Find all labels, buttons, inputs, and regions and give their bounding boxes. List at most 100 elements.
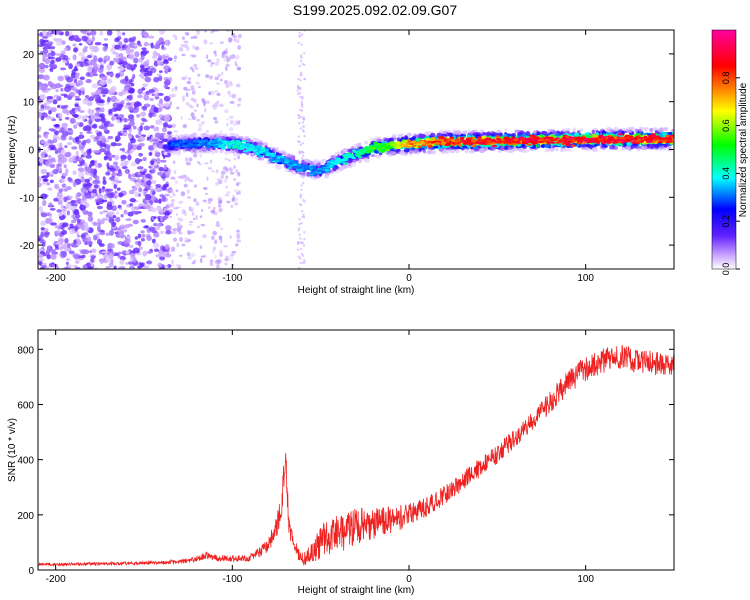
- noise-mark: [120, 162, 126, 167]
- noise-mark: [68, 250, 75, 255]
- noise-mark: [132, 107, 139, 114]
- ridge-mark: [652, 127, 658, 131]
- noise-mark: [149, 200, 154, 206]
- noise-mark: [191, 90, 196, 95]
- noise-mark: [52, 134, 56, 140]
- noise-mark: [71, 69, 76, 76]
- ridge-mark: [659, 132, 663, 138]
- noise-mark: [84, 95, 90, 98]
- noise-mark: [43, 113, 49, 118]
- ridge-core-mark: [491, 145, 498, 148]
- noise-mark: [297, 266, 301, 269]
- noise-mark: [89, 30, 97, 36]
- noise-mark: [201, 98, 206, 103]
- ridge-mark: [448, 132, 454, 138]
- noise-mark: [115, 72, 121, 78]
- noise-mark: [156, 157, 161, 165]
- noise-mark: [219, 103, 224, 107]
- noise-mark: [76, 218, 82, 223]
- ridge-mark: [219, 148, 224, 154]
- ridge-mark: [460, 134, 464, 137]
- noise-mark: [44, 64, 49, 69]
- noise-mark: [119, 148, 125, 151]
- noise-mark: [225, 83, 230, 89]
- noise-mark: [139, 262, 144, 268]
- noise-mark: [109, 60, 115, 66]
- noise-mark: [191, 116, 197, 121]
- ridge-mark: [288, 169, 294, 173]
- noise-mark: [178, 232, 183, 235]
- ridge-mark: [464, 148, 469, 154]
- noise-mark: [300, 252, 304, 256]
- ridge-core-mark: [320, 164, 326, 168]
- ridge-mark: [662, 147, 666, 151]
- noise-mark: [185, 92, 189, 98]
- noise-mark: [302, 154, 305, 157]
- noise-mark: [41, 85, 48, 92]
- ridge-mark: [496, 132, 503, 137]
- ridge-mark: [249, 153, 256, 157]
- noise-mark: [106, 192, 114, 199]
- noise-mark: [103, 127, 108, 132]
- noise-mark: [299, 193, 303, 197]
- noise-mark: [300, 188, 303, 192]
- noise-mark: [140, 179, 145, 184]
- noise-mark: [178, 47, 184, 52]
- noise-mark: [228, 158, 231, 162]
- noise-mark: [119, 66, 125, 72]
- noise-mark: [298, 32, 301, 35]
- noise-mark: [150, 160, 155, 166]
- noise-mark: [97, 67, 104, 74]
- noise-mark: [123, 37, 129, 43]
- noise-mark: [87, 54, 92, 59]
- noise-mark: [103, 156, 108, 161]
- noise-mark: [127, 142, 133, 146]
- noise-mark: [229, 171, 235, 175]
- noise-mark: [133, 185, 137, 192]
- noise-mark: [233, 165, 236, 169]
- noise-mark: [116, 30, 121, 33]
- noise-mark: [172, 227, 178, 232]
- noise-mark: [153, 242, 160, 249]
- noise-mark: [107, 96, 111, 103]
- noise-mark: [224, 257, 229, 262]
- noise-mark: [169, 226, 172, 231]
- noise-mark: [59, 142, 63, 149]
- noise-mark: [66, 109, 70, 116]
- noise-mark: [49, 164, 56, 168]
- ridge-mark: [504, 145, 509, 151]
- noise-mark: [220, 227, 224, 231]
- noise-mark: [129, 265, 135, 269]
- noise-mark: [143, 265, 150, 269]
- noise-mark: [135, 181, 141, 188]
- noise-mark: [300, 247, 303, 251]
- noise-mark: [102, 94, 106, 97]
- noise-mark: [212, 206, 216, 211]
- noise-mark: [58, 118, 63, 121]
- noise-mark: [123, 84, 131, 91]
- ridge-mark: [228, 136, 235, 139]
- noise-mark: [38, 62, 46, 70]
- noise-mark: [205, 74, 210, 78]
- noise-mark: [67, 264, 74, 268]
- noise-mark: [44, 42, 50, 49]
- noise-mark: [212, 246, 216, 251]
- ridge-mark: [341, 165, 348, 169]
- noise-mark: [92, 221, 98, 226]
- noise-mark: [103, 55, 111, 62]
- ridge-core-mark: [197, 143, 201, 147]
- noise-mark: [125, 47, 132, 55]
- noise-mark: [215, 58, 221, 64]
- noise-mark: [298, 65, 301, 68]
- ridge-mark: [270, 146, 275, 150]
- ridge-mark: [399, 150, 406, 156]
- noise-mark: [120, 154, 127, 160]
- noise-mark: [114, 190, 118, 195]
- ridge-core-mark: [369, 146, 375, 150]
- noise-mark: [235, 243, 239, 247]
- ridge-mark: [421, 146, 428, 149]
- noise-mark: [67, 176, 72, 182]
- noise-mark: [107, 123, 115, 128]
- noise-mark: [50, 63, 58, 69]
- noise-mark: [191, 261, 196, 265]
